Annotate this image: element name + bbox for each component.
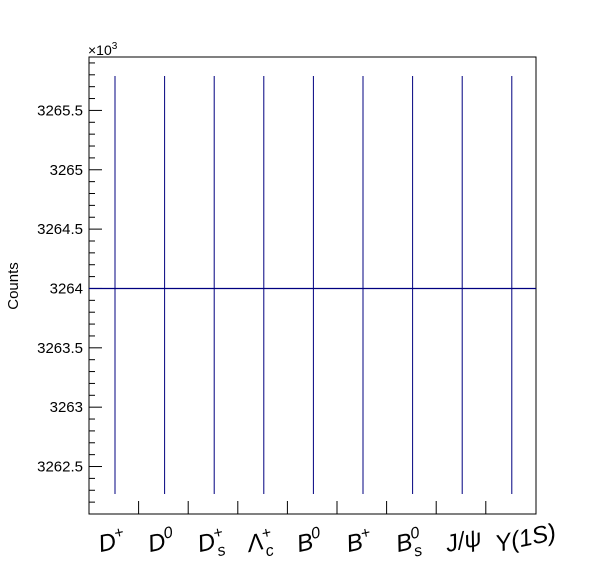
category-label: Υ(1S) <box>493 519 559 558</box>
category-label: D0 <box>145 524 177 558</box>
category-labels: D+ D0 D+s Λ+c B0 B+ B0s J/ψ Υ(1S) <box>96 519 559 564</box>
category-label: D+s <box>195 524 228 564</box>
series-lines <box>89 76 536 494</box>
y-tick-label: 3265.5 <box>37 102 83 119</box>
plot-frame <box>88 56 537 515</box>
category-label: B0 <box>294 524 324 558</box>
y-axis-ticks: 3262.5 3263 3263.5 3264 3264.5 3265 3265.5 <box>37 62 102 515</box>
category-label: J/ψ <box>442 524 484 558</box>
y-tick-label: 3263 <box>50 399 83 416</box>
y-tick-label: 3265 <box>50 162 83 179</box>
category-label: B+ <box>344 524 375 558</box>
y-tick-label: 3263.5 <box>37 340 83 357</box>
category-label: Λ+c <box>242 524 276 564</box>
y-tick-label: 3262.5 <box>37 459 83 476</box>
y-tick-label: 3264 <box>50 280 83 297</box>
category-label: B0s <box>393 524 425 563</box>
y-axis-title: Counts <box>5 262 22 310</box>
y-tick-label: 3264.5 <box>37 221 83 238</box>
category-label: D+ <box>96 524 128 558</box>
y-multiplier-label: ×103 <box>88 41 118 58</box>
x-axis-ticks <box>138 501 487 514</box>
